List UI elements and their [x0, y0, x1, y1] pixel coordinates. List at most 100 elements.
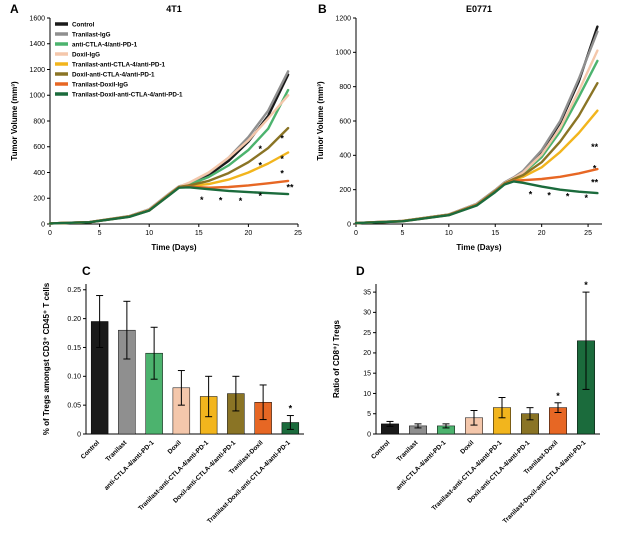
error-bar	[386, 420, 394, 427]
error-bar	[96, 295, 104, 348]
svg-text:400: 400	[33, 170, 45, 177]
svg-text:800: 800	[33, 118, 45, 125]
line-chart-4t1: 4T1 0 200 400 600 800 1000 1200 1400 1600 0 5 10 15 20…	[10, 4, 302, 252]
error-bar	[554, 402, 562, 414]
legend-label: Doxil-anti-CTLA-4/anti-PD-1	[72, 71, 155, 78]
svg-text:30: 30	[363, 310, 371, 317]
category-label: Tranilast	[104, 439, 128, 463]
y-axis-label: Ratio of CD8⁺/ Tregs	[332, 319, 341, 398]
y-axis: 0 5 10 15 20 25 30 35	[363, 284, 377, 438]
svg-text:5: 5	[367, 411, 371, 418]
error-bar	[414, 423, 422, 429]
panel-letter-a: A	[10, 2, 19, 16]
series-line	[48, 151, 290, 225]
significance-marker: *	[584, 280, 588, 290]
svg-text:10: 10	[363, 391, 371, 398]
bar-chart-cd8-tregs: 0 5 10 15 20 25 30 35 Ratio of CD8⁺/ Tregs Contro…	[332, 280, 600, 525]
svg-text:20: 20	[245, 230, 253, 237]
error-bar	[232, 375, 240, 412]
svg-text:15: 15	[195, 230, 203, 237]
error-bar	[177, 370, 185, 406]
significance-marker: *	[239, 196, 243, 206]
error-bar	[498, 397, 506, 419]
legend-label: Doxil-IgG	[72, 51, 100, 58]
significance-marker: *	[259, 191, 263, 201]
svg-text:0: 0	[48, 230, 52, 237]
error-bar	[582, 291, 590, 390]
svg-text:0.25: 0.25	[67, 287, 81, 294]
svg-text:10: 10	[445, 230, 453, 237]
y-axis: 0 200 400 600 800 1000 1200 1400 1600	[29, 15, 51, 228]
svg-text:0.10: 0.10	[67, 374, 81, 381]
svg-text:20: 20	[363, 350, 371, 357]
legend-label: Control	[72, 21, 95, 28]
svg-text:0.15: 0.15	[67, 345, 81, 352]
svg-text:200: 200	[33, 196, 45, 203]
chart-title: 4T1	[166, 4, 182, 14]
legend-label: anti-CTLA-4/anti-PD-1	[72, 41, 138, 48]
y-axis: 0 0.05 0.10 0.15 0.20 0.25	[67, 284, 87, 438]
significance-marker: **	[287, 182, 295, 192]
svg-text:1200: 1200	[29, 67, 45, 74]
category-label: Doxil	[167, 439, 183, 455]
svg-text:800: 800	[339, 84, 351, 91]
series-line	[48, 88, 290, 225]
svg-text:15: 15	[363, 370, 371, 377]
svg-text:0.05: 0.05	[67, 402, 81, 409]
category-label: anti-CTLA-4/anti-PD-1	[395, 439, 448, 492]
category-label: Control	[80, 439, 101, 460]
significance-marker: *	[259, 161, 263, 171]
svg-text:0: 0	[354, 230, 358, 237]
significance-marker: **	[591, 142, 599, 152]
series-line	[48, 179, 290, 225]
significance-marker: *	[200, 195, 204, 205]
svg-text:1200: 1200	[335, 15, 351, 22]
svg-text:1400: 1400	[29, 41, 45, 48]
y-axis-label: Tumor Volume (mm³)	[316, 81, 325, 161]
x-axis-label: Time (Days)	[151, 243, 197, 252]
svg-text:600: 600	[339, 118, 351, 125]
svg-text:5: 5	[98, 230, 102, 237]
significance-marker: *	[289, 404, 293, 414]
error-bar	[526, 407, 534, 421]
series-line	[354, 81, 599, 225]
error-bar	[286, 415, 294, 430]
significance-marker: *	[280, 134, 284, 144]
series-line	[48, 186, 290, 225]
panel-letter-c: C	[82, 264, 91, 278]
svg-text:25: 25	[294, 230, 302, 237]
svg-text:200: 200	[339, 187, 351, 194]
legend-label: Tranilast-Doxil-IgG	[72, 81, 128, 88]
error-bar	[150, 326, 158, 380]
svg-text:1000: 1000	[29, 93, 45, 100]
panel-letter-d: D	[356, 264, 365, 278]
svg-text:0: 0	[77, 431, 81, 438]
svg-text:1600: 1600	[29, 15, 45, 22]
svg-text:400: 400	[339, 153, 351, 160]
legend-label: Tranilast-anti-CTLA-4/anti-PD-1	[72, 61, 166, 68]
svg-text:15: 15	[491, 230, 499, 237]
significance-marker: *	[556, 391, 560, 401]
svg-text:0.20: 0.20	[67, 316, 81, 323]
x-axis-label: Time (Days)	[456, 243, 502, 252]
error-bar	[205, 375, 213, 418]
y-axis-label: Tumor Volume (mm³)	[10, 81, 19, 161]
error-bar	[259, 384, 267, 421]
svg-text:0: 0	[41, 221, 45, 228]
significance-marker: **	[591, 177, 599, 187]
series-line	[48, 126, 290, 225]
significance-marker: *	[593, 164, 597, 174]
svg-text:25: 25	[363, 330, 371, 337]
significance-marker: *	[280, 168, 284, 178]
significance-marker: *	[259, 144, 263, 154]
y-axis: 0 200 400 600 800 1000 1200	[335, 15, 357, 228]
error-bar	[442, 423, 450, 429]
category-label: anti-CTLA-4/anti-PD-1	[103, 439, 156, 492]
svg-text:20: 20	[538, 230, 546, 237]
significance-marker: *	[584, 193, 588, 203]
error-bar	[123, 300, 131, 360]
legend: Control Tranilast-IgG anti-CTLA-4/anti-PD-…	[55, 21, 183, 98]
error-bar	[470, 409, 478, 426]
line-chart-e0771: E0771 0 200 400 600 800 1000 1200 0 5 10 15 20 25 Time…	[316, 4, 602, 252]
panel-letter-b: B	[318, 2, 327, 16]
